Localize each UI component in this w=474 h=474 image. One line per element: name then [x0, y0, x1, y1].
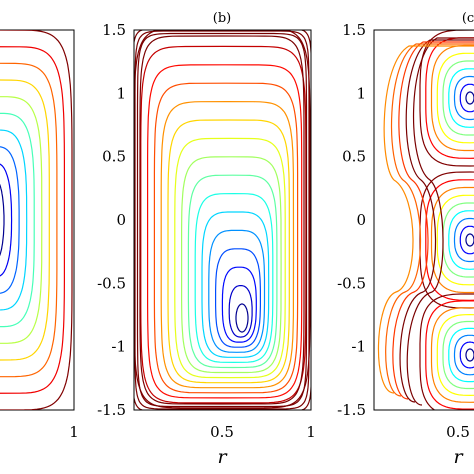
streamline	[221, 266, 257, 343]
panel-c-ytick: 0.5	[342, 148, 366, 166]
streamline	[442, 320, 474, 390]
panel-c-xtick-0.5: 0.5	[446, 423, 470, 441]
streamline	[430, 307, 474, 403]
streamline	[140, 45, 307, 404]
streamline	[459, 83, 474, 113]
streamline	[436, 194, 474, 286]
panel-b-ytick: 0.5	[102, 148, 126, 166]
streamline-outer	[134, 30, 310, 410]
streamline	[419, 293, 474, 410]
streamline	[235, 303, 249, 333]
panel-c-ytick: -0.5	[337, 274, 366, 292]
streamline	[167, 119, 290, 384]
streamline	[0, 46, 65, 394]
streamline	[187, 174, 278, 369]
panel-c: (c 1.5 1 0.5 0 -0.5 -1 -1.5 0.5 r	[337, 11, 474, 468]
streamline	[436, 52, 474, 144]
streamline	[425, 300, 474, 410]
panel-b-xtick-0.5: 0.5	[210, 423, 234, 441]
panel-c-frame	[373, 29, 474, 411]
streamline	[147, 64, 303, 399]
panel-b-xtick-1: 1	[306, 423, 316, 441]
streamline	[0, 79, 50, 361]
streamline-outer	[136, 32, 308, 408]
streamline	[174, 137, 286, 379]
panel-c-streamlines	[377, 30, 474, 410]
panel-c-yticks: 1.5 1 0.5 0 -0.5 -1 -1.5	[337, 21, 366, 419]
panel-b-xlabel: r	[217, 446, 228, 468]
streamline	[0, 129, 28, 311]
streamline-outer	[134, 30, 311, 410]
streamline-outer	[385, 43, 474, 397]
panel-b-yticks: 1.5 1 0.5 0 -0.5 -1 -1.5	[97, 21, 126, 419]
panel-c-ytick: 1.5	[342, 21, 366, 39]
streamline	[215, 248, 261, 348]
streamline	[430, 44, 474, 152]
streamline	[453, 334, 474, 376]
panel-b-ytick: -0.5	[97, 274, 126, 292]
streamline	[201, 211, 270, 358]
streamline	[0, 183, 5, 257]
streamline	[0, 30, 73, 410]
streamline	[0, 62, 58, 378]
panel-b-frame	[133, 29, 312, 411]
panel-b-ytick: 1	[116, 84, 126, 102]
streamline	[208, 229, 266, 353]
panel-a: 1	[0, 29, 79, 441]
streamline	[425, 179, 474, 301]
panel-b-ytick: 1.5	[102, 21, 126, 39]
streamline	[453, 217, 474, 263]
streamline	[0, 146, 20, 294]
streamline	[160, 100, 295, 389]
panel-b-ytick: -1	[111, 338, 126, 356]
streamline	[465, 348, 474, 362]
streamline	[459, 225, 474, 255]
streamline	[430, 186, 474, 294]
panel-c-xlabel: r	[453, 446, 464, 468]
streamline	[442, 202, 474, 278]
streamline	[0, 96, 43, 344]
panel-c-ytick: 0	[356, 211, 366, 229]
streamline-outer	[399, 39, 474, 403]
streamline	[134, 30, 311, 409]
streamline	[448, 68, 474, 128]
streamline	[442, 60, 474, 136]
streamline	[448, 210, 474, 270]
panel-b: (b) 1.5 1 0.5 0 -0.5 -1 -1.5 0.5 1 r	[97, 11, 316, 468]
streamline	[448, 327, 474, 383]
streamline	[0, 163, 13, 277]
panel-b-ytick: 0	[116, 211, 126, 229]
streamline-outer	[139, 35, 305, 405]
streamline	[436, 313, 474, 397]
streamline	[0, 112, 35, 328]
panel-b-label: (b)	[213, 11, 231, 26]
streamline-outer	[392, 41, 474, 400]
streamline	[459, 341, 474, 369]
panel-c-ytick: -1.5	[337, 401, 366, 419]
streamline	[465, 233, 474, 247]
streamline	[419, 30, 474, 167]
streamline	[453, 75, 474, 121]
streamline	[181, 156, 282, 374]
panel-c-ytick: 1	[356, 84, 366, 102]
streamline	[465, 91, 474, 105]
streamline	[425, 37, 474, 159]
panel-c-ytick: -1	[351, 338, 366, 356]
streamline-outer	[377, 45, 474, 394]
streamline	[228, 285, 253, 338]
streamline-outer	[406, 37, 474, 406]
panel-c-label: (c	[462, 11, 474, 26]
panel-a-xtick-1: 1	[69, 423, 79, 441]
streamline	[194, 192, 274, 364]
panel-a-streamlines	[0, 30, 73, 410]
panel-b-streamlines	[134, 30, 311, 410]
streamline	[153, 82, 299, 394]
panel-b-ytick: -1.5	[97, 401, 126, 419]
